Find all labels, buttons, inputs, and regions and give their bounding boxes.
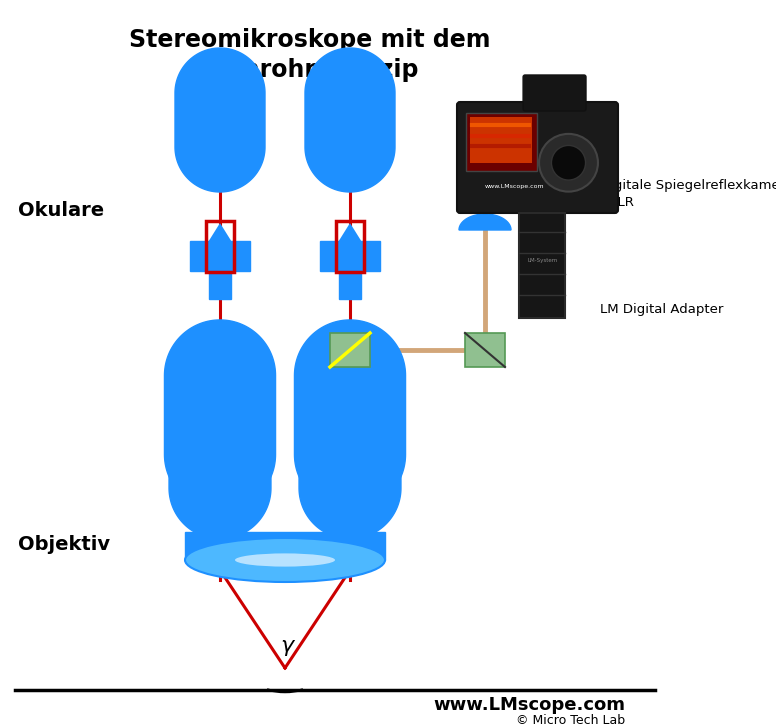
Polygon shape bbox=[305, 48, 395, 192]
Bar bbox=[185, 532, 385, 560]
Ellipse shape bbox=[552, 146, 586, 180]
Polygon shape bbox=[320, 161, 380, 175]
Ellipse shape bbox=[185, 538, 385, 582]
Text: www.LMscope.com: www.LMscope.com bbox=[484, 184, 544, 189]
Polygon shape bbox=[459, 214, 511, 230]
Bar bbox=[519, 213, 566, 318]
Polygon shape bbox=[186, 474, 254, 506]
Polygon shape bbox=[299, 361, 401, 539]
Polygon shape bbox=[190, 241, 250, 299]
Polygon shape bbox=[320, 223, 380, 271]
Text: © Micro Tech Lab: © Micro Tech Lab bbox=[516, 713, 625, 727]
Bar bbox=[336, 221, 364, 272]
Text: Okulare: Okulare bbox=[18, 200, 104, 220]
Polygon shape bbox=[320, 241, 380, 299]
Text: γ: γ bbox=[280, 636, 293, 656]
Bar bbox=[470, 117, 532, 163]
Polygon shape bbox=[165, 320, 275, 510]
Text: www.LMscope.com: www.LMscope.com bbox=[433, 696, 625, 714]
Text: Stereomikroskope mit dem: Stereomikroskope mit dem bbox=[130, 28, 490, 52]
Bar bbox=[465, 333, 505, 367]
Ellipse shape bbox=[235, 553, 335, 566]
FancyBboxPatch shape bbox=[457, 102, 618, 213]
Text: LM Digital Adapter: LM Digital Adapter bbox=[600, 304, 723, 317]
FancyBboxPatch shape bbox=[523, 75, 586, 111]
Polygon shape bbox=[294, 320, 406, 510]
Polygon shape bbox=[190, 223, 250, 271]
Polygon shape bbox=[175, 48, 265, 192]
Text: Objektiv: Objektiv bbox=[18, 536, 110, 555]
Text: DSLR: DSLR bbox=[600, 196, 635, 208]
Bar bbox=[466, 113, 537, 171]
Bar bbox=[206, 221, 234, 272]
Polygon shape bbox=[190, 161, 250, 175]
Text: Fernrohr-Prinzip: Fernrohr-Prinzip bbox=[201, 58, 419, 82]
Text: Digitale Spiegelreflexkamera: Digitale Spiegelreflexkamera bbox=[600, 178, 776, 191]
Ellipse shape bbox=[539, 134, 598, 191]
Polygon shape bbox=[316, 474, 384, 506]
Bar bbox=[330, 333, 370, 367]
Polygon shape bbox=[169, 361, 271, 539]
Text: LM-System: LM-System bbox=[527, 258, 557, 263]
